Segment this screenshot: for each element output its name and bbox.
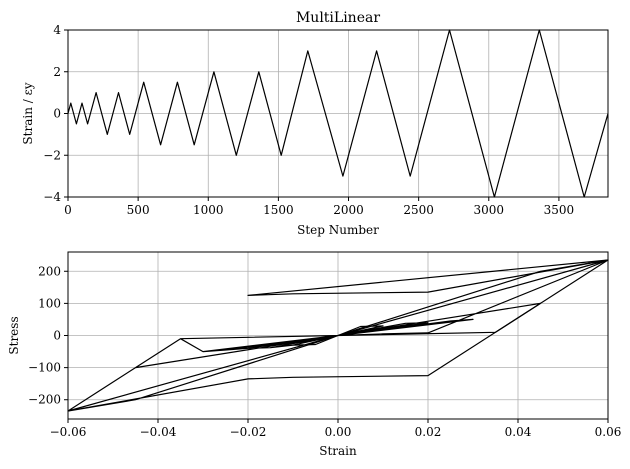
x-tick-label: 0.02	[415, 425, 442, 439]
series-group	[67, 259, 609, 412]
y-tick-label: 100	[38, 296, 61, 310]
y-tick-label: 0	[53, 329, 61, 343]
x-tick-label: −0.02	[230, 425, 267, 439]
x-tick-label: 2500	[403, 203, 434, 217]
x-tick-label: 1500	[263, 203, 294, 217]
chart-title: MultiLinear	[296, 10, 380, 26]
x-tick-label: 3000	[474, 203, 505, 217]
y-axis-label: Strain / εy	[21, 82, 35, 144]
y-tick-label: −2	[43, 148, 61, 162]
grid	[67, 29, 608, 198]
y-tick-label: −200	[28, 393, 61, 407]
series-line	[67, 29, 609, 198]
x-tick-label: −0.06	[50, 425, 87, 439]
y-tick-label: 2	[53, 65, 61, 79]
x-tick-label: 1000	[193, 203, 224, 217]
y-tick-label: 0	[53, 107, 61, 121]
y-tick-label: 4	[53, 23, 61, 37]
y-tick-label: −4	[43, 190, 61, 204]
x-axis-label: Strain	[319, 444, 357, 458]
x-tick-label: 0	[64, 203, 72, 217]
y-axis-label: Stress	[7, 316, 21, 354]
x-axis-label: Step Number	[297, 223, 379, 237]
y-tick-label: 200	[38, 264, 61, 278]
x-tick-label: 0.04	[505, 425, 532, 439]
x-tick-label: 3500	[544, 203, 575, 217]
ticks: 0 500 1000 1500 2000 2500 3000 3500 −4 −2 0 2 4	[43, 23, 574, 217]
stress-strain-chart: −0.06 −0.04 −0.02 0.00 0.02 0.04 0.06 −200 −100 0…	[7, 251, 621, 458]
x-tick-label: −0.04	[140, 425, 177, 439]
x-tick-label: 2000	[333, 203, 364, 217]
strain-history-chart: MultiLinear 0 500 1000 1500 2000 2500 3000 3500…	[21, 10, 609, 237]
x-tick-label: 500	[127, 203, 150, 217]
series-group	[67, 29, 609, 198]
ticks: −0.06 −0.04 −0.02 0.00 0.02 0.04 0.06 −200 −100 0…	[28, 264, 621, 439]
x-tick-label: 0.00	[325, 425, 352, 439]
x-tick-label: 0.06	[595, 425, 622, 439]
y-tick-label: −100	[28, 361, 61, 375]
series-line	[67, 259, 609, 412]
